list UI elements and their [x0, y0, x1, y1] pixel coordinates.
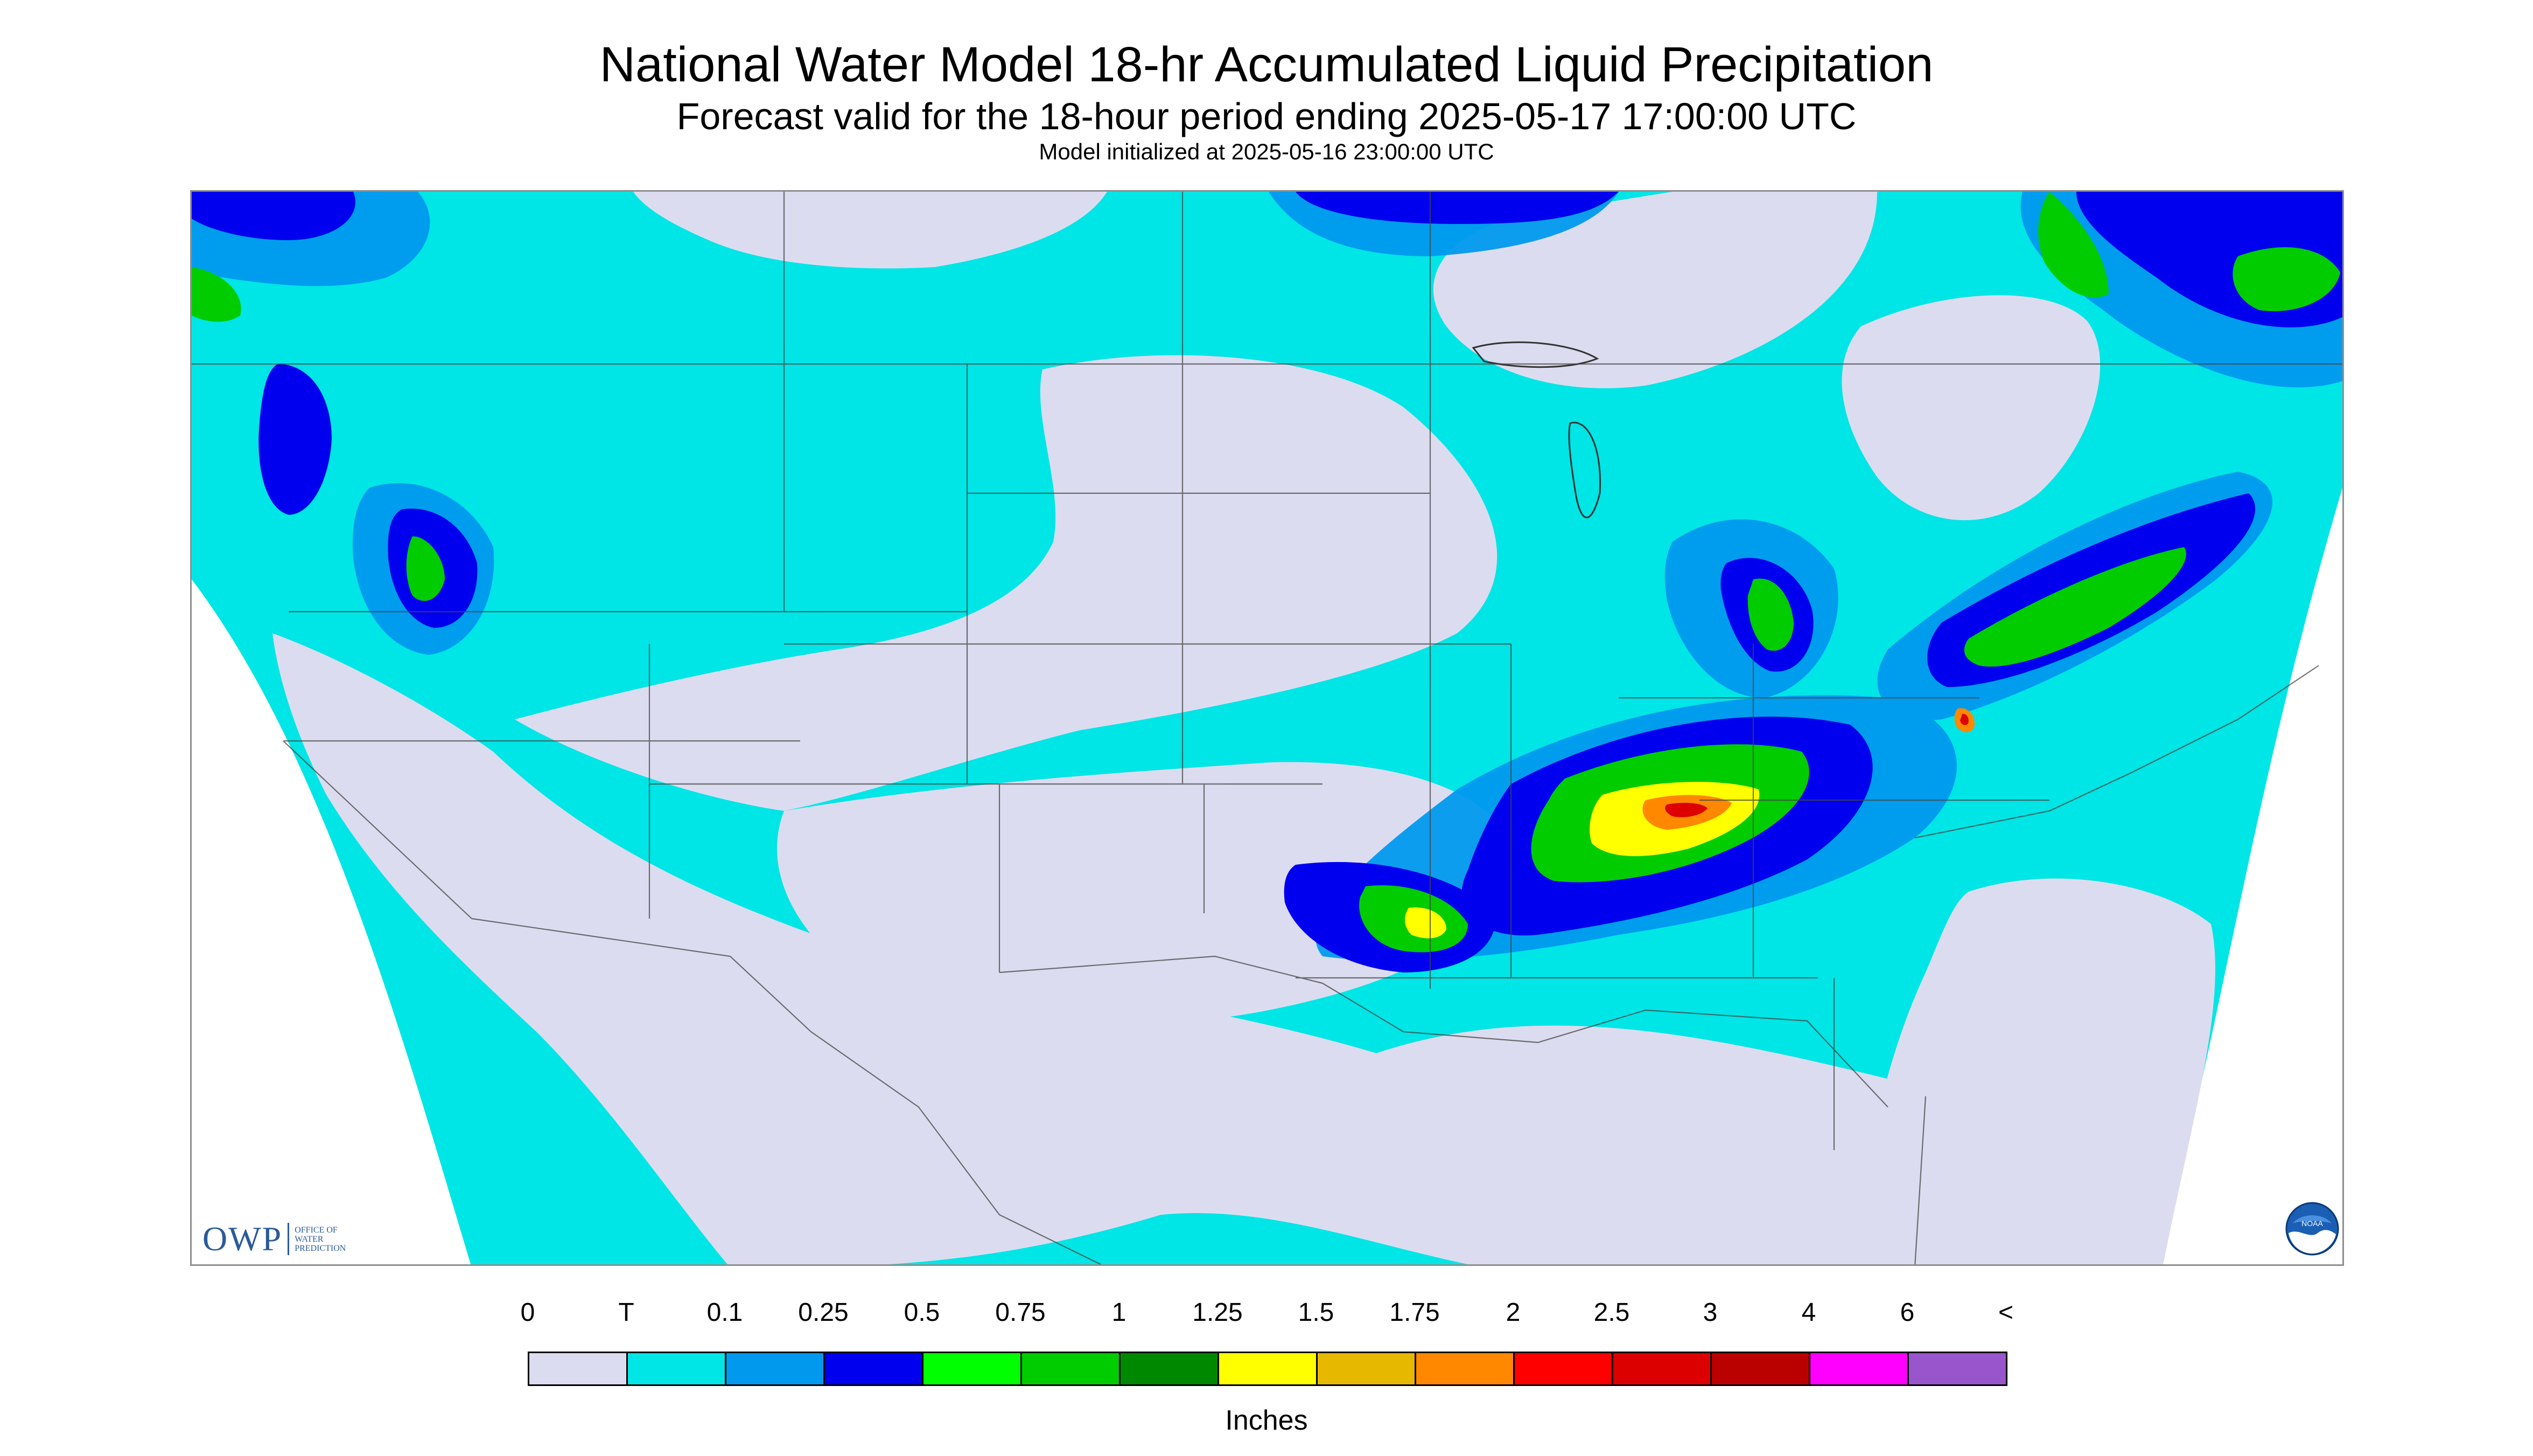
legend-swatch [528, 1352, 628, 1386]
legend-tick-label: 1 [1111, 1298, 1126, 1327]
legend-swatch [1907, 1352, 2007, 1386]
legend-tick-label: 1.25 [1192, 1298, 1243, 1327]
legend-tick-label: 1.75 [1389, 1298, 1440, 1327]
noaa-logo: NOAA [2285, 1202, 2339, 1256]
legend-tick-label: 2 [1506, 1298, 1521, 1327]
owp-sub-line: OFFICE OF [295, 1225, 338, 1235]
owp-logo-separator [288, 1223, 290, 1255]
legend-units: Inches [1225, 1405, 1308, 1436]
legend-swatch [1415, 1352, 1515, 1386]
legend-swatch [1119, 1352, 1219, 1386]
owp-sub-line: PREDICTION [295, 1243, 346, 1253]
legend-tick-label: 0.1 [706, 1298, 743, 1327]
legend-tick-label: 2.5 [1593, 1298, 1630, 1327]
great-lakes [1472, 341, 1601, 519]
dry-areas [272, 192, 2215, 1264]
legend-tick-label: 4 [1801, 1298, 1816, 1327]
legend-swatch [626, 1352, 726, 1386]
precip-2.5 [1665, 713, 1969, 817]
map-title: National Water Model 18-hr Accumulated L… [599, 37, 1934, 92]
map-subtitle: Forecast valid for the 18-hour period en… [676, 95, 1857, 137]
legend-swatch [725, 1352, 825, 1386]
legend-swatch [1809, 1352, 1909, 1386]
legend-tick-label: 0.75 [995, 1298, 1046, 1327]
legend-swatch [823, 1352, 923, 1386]
model-init-line: Model initialized at 2025-05-16 23:00:00… [1039, 139, 1494, 164]
legend-tick-label: 0 [520, 1298, 535, 1327]
legend-tick-label: 1.5 [1298, 1298, 1334, 1327]
precipitation-map: OWP OFFICE OF WATER PREDICTION NOAA [190, 190, 2344, 1266]
legend-tick-label: 0.5 [904, 1298, 940, 1327]
owp-logo: OWP OFFICE OF WATER PREDICTION [202, 1220, 346, 1258]
legend-tick-label: 6 [1900, 1298, 1915, 1327]
owp-logo-letters: OWP [202, 1220, 283, 1258]
legend-swatch [1710, 1352, 1810, 1386]
legend-tick-label: 0.25 [798, 1298, 849, 1327]
legend-tick-label: 3 [1703, 1298, 1718, 1327]
owp-logo-subtext: OFFICE OF WATER PREDICTION [295, 1226, 346, 1253]
noaa-logo-text: NOAA [2301, 1219, 2323, 1228]
legend-tick-label: T [618, 1298, 634, 1327]
legend-swatch [1612, 1352, 1712, 1386]
legend-swatch [1020, 1352, 1121, 1386]
map-canvas [192, 192, 2342, 1264]
owp-sub-line: WATER [295, 1234, 324, 1244]
legend-swatch [1513, 1352, 1613, 1386]
legend-swatch [1316, 1352, 1416, 1386]
legend-swatch [922, 1352, 1022, 1386]
state-boundaries [192, 192, 2342, 1264]
legend-swatch [1217, 1352, 1318, 1386]
legend-tick-label: < [1998, 1298, 2014, 1327]
precip-legend: 0 T 0.1 0.25 0.5 0.75 1 1.25 1.5 1.75 2 2.5 3 4 6 < [521, 1298, 2013, 1405]
